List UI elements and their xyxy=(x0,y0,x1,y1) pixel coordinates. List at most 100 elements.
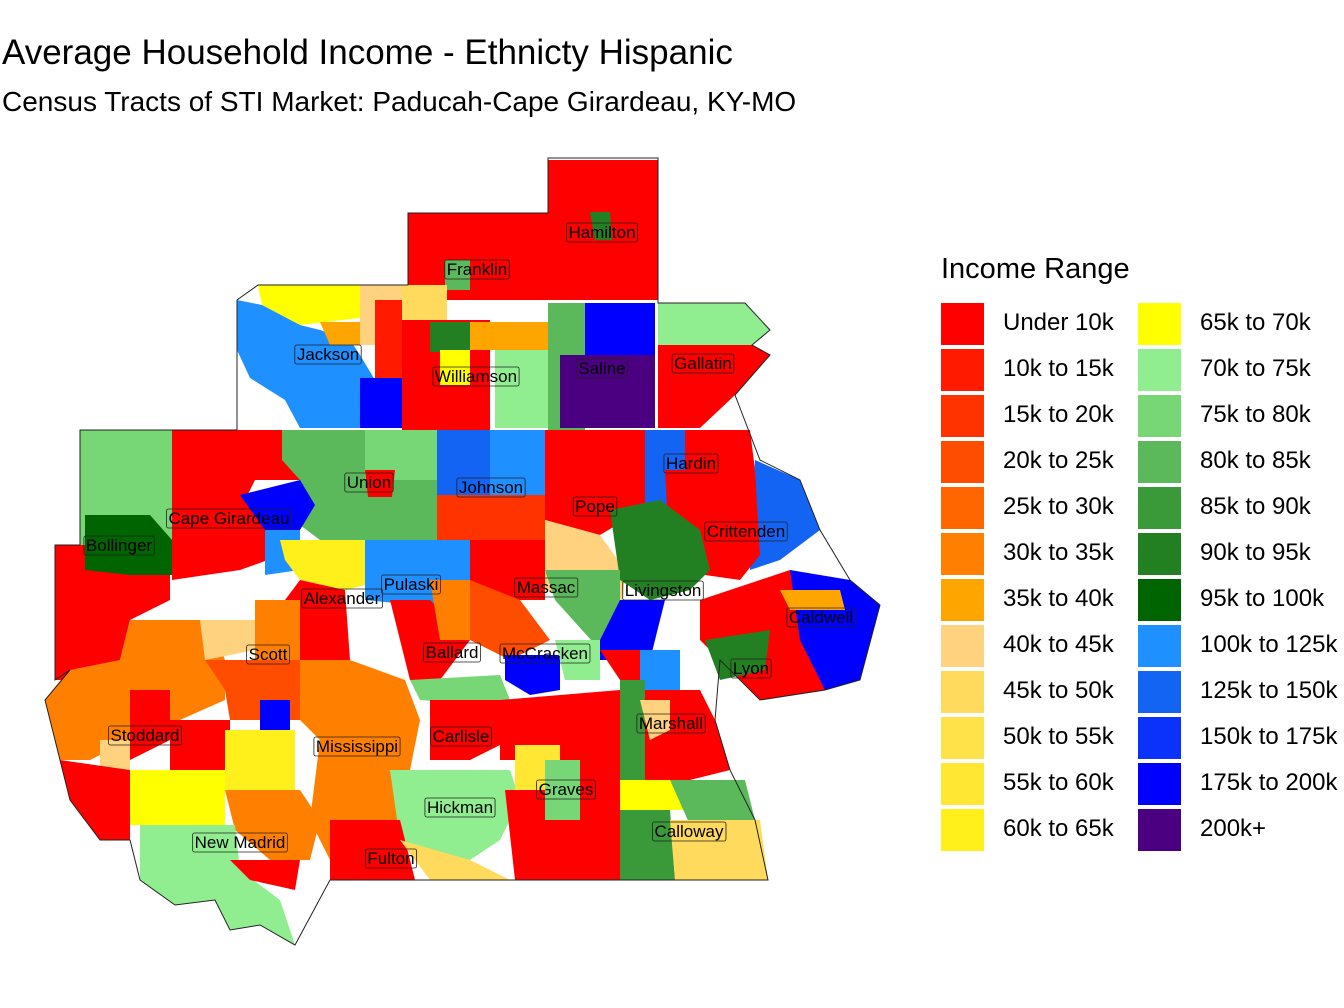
legend-item: 35k to 40k xyxy=(941,577,1141,623)
census-tract xyxy=(545,570,620,650)
census-tract xyxy=(780,590,845,610)
legend-swatch xyxy=(941,717,984,759)
market-outline xyxy=(44,157,881,946)
legend-label: 25k to 30k xyxy=(1003,493,1114,520)
legend-item: 65k to 70k xyxy=(1138,301,1338,347)
census-tract xyxy=(440,350,470,385)
county-label-box xyxy=(456,477,526,498)
legend-item: 50k to 55k xyxy=(941,715,1141,761)
census-tract xyxy=(60,760,130,840)
legend-swatch xyxy=(941,395,984,437)
census-tract xyxy=(670,780,755,825)
county-label-box xyxy=(423,642,481,663)
county-label-box xyxy=(636,713,706,734)
county-label-text: Massac xyxy=(517,578,576,597)
census-tract xyxy=(365,430,437,480)
county-label: New Madrid xyxy=(192,832,288,853)
county-label: Caldwell xyxy=(786,607,856,628)
legend-swatch xyxy=(1138,625,1181,667)
legend-swatch xyxy=(941,579,984,621)
legend-label: 100k to 125k xyxy=(1200,631,1338,658)
legend-item: 20k to 25k xyxy=(941,439,1141,485)
county-labels: Hamilton Franklin Jackson Williamson Saline G… xyxy=(83,222,856,869)
county-label-text: Stoddard xyxy=(111,726,180,745)
legend-item: 60k to 65k xyxy=(941,807,1141,853)
county-label: Bollinger xyxy=(83,535,155,556)
census-tract xyxy=(705,630,770,680)
county-label: Hickman xyxy=(424,797,496,818)
county-label-text: Mississippi xyxy=(316,737,398,756)
legend-label: 15k to 20k xyxy=(1003,401,1114,428)
census-tract xyxy=(437,430,490,495)
county-label: Gallatin xyxy=(671,353,735,374)
county-label: Calloway xyxy=(652,821,727,842)
legend-item: 200k+ xyxy=(1138,807,1338,853)
census-tract xyxy=(430,322,470,352)
county-label-box xyxy=(444,259,510,280)
legend-swatch xyxy=(941,349,984,391)
legend-item: 150k to 175k xyxy=(1138,715,1338,761)
census-tract xyxy=(670,820,768,880)
census-tract xyxy=(410,675,510,705)
county-label-box xyxy=(514,577,579,598)
census-tract xyxy=(85,515,172,575)
county-label: McCracken xyxy=(499,643,591,664)
county-label: Stoddard xyxy=(108,725,182,746)
legend-item: 40k to 45k xyxy=(941,623,1141,669)
legend-label: 55k to 60k xyxy=(1003,769,1114,796)
county-label-text: Saline xyxy=(578,359,625,378)
legend-swatch xyxy=(1138,441,1181,483)
census-tract xyxy=(470,580,550,660)
county-label-box xyxy=(424,797,496,818)
legend-swatch xyxy=(941,441,984,483)
county-label-box xyxy=(704,521,788,542)
legend-label: 70k to 75k xyxy=(1200,355,1311,382)
census-tract xyxy=(320,322,360,345)
county-label-text: McCracken xyxy=(502,644,588,663)
legend-label: 175k to 200k xyxy=(1200,769,1338,796)
county-label: Pulaski xyxy=(381,574,441,595)
census-tract xyxy=(55,545,170,680)
county-label: Franklin xyxy=(444,259,510,280)
legend-swatch xyxy=(1138,809,1181,851)
county-label-text: Lyon xyxy=(733,659,769,678)
county-label-box xyxy=(294,344,362,365)
census-tract xyxy=(560,355,655,428)
legend-label: 35k to 40k xyxy=(1003,585,1114,612)
legend-title: Income Range xyxy=(941,253,1130,285)
county-label: Jackson xyxy=(294,344,362,365)
legend-swatch xyxy=(1138,579,1181,621)
map-subtitle: Census Tracts of STI Market: Paducah-Cap… xyxy=(2,86,797,117)
county-label-text: Hickman xyxy=(427,798,493,817)
census-tract xyxy=(170,720,230,780)
legend-item: 100k to 125k xyxy=(1138,623,1338,669)
legend-item: 95k to 100k xyxy=(1138,577,1338,623)
legend-item: 175k to 200k xyxy=(1138,761,1338,807)
legend-swatch xyxy=(1138,487,1181,529)
legend-item: 125k to 150k xyxy=(1138,669,1338,715)
county-label-box xyxy=(344,472,394,493)
legend-item: 25k to 30k xyxy=(941,485,1141,531)
census-tract xyxy=(620,780,690,810)
census-tract xyxy=(172,495,268,580)
legend-label: 125k to 150k xyxy=(1200,677,1338,704)
census-tract xyxy=(230,860,300,890)
legend-swatch xyxy=(1138,533,1181,575)
county-label-text: Union xyxy=(347,473,391,492)
legend-item: 15k to 20k xyxy=(941,393,1141,439)
county-label-box xyxy=(166,508,292,529)
legend-item: 55k to 60k xyxy=(941,761,1141,807)
county-label-text: Calloway xyxy=(655,822,724,841)
county-label-text: Alexander xyxy=(304,589,381,608)
census-tract xyxy=(360,378,402,428)
census-tract xyxy=(470,540,545,600)
county-label-box xyxy=(572,496,618,517)
county-label-text: Johnson xyxy=(459,478,523,497)
legend-label: 50k to 55k xyxy=(1003,723,1114,750)
legend-label: 60k to 65k xyxy=(1003,815,1114,842)
county-label-text: New Madrid xyxy=(195,833,286,852)
legend-label: Under 10k xyxy=(1003,309,1114,336)
legend-label: 45k to 50k xyxy=(1003,677,1114,704)
legend-item: 80k to 85k xyxy=(1138,439,1338,485)
census-tract xyxy=(610,500,710,600)
